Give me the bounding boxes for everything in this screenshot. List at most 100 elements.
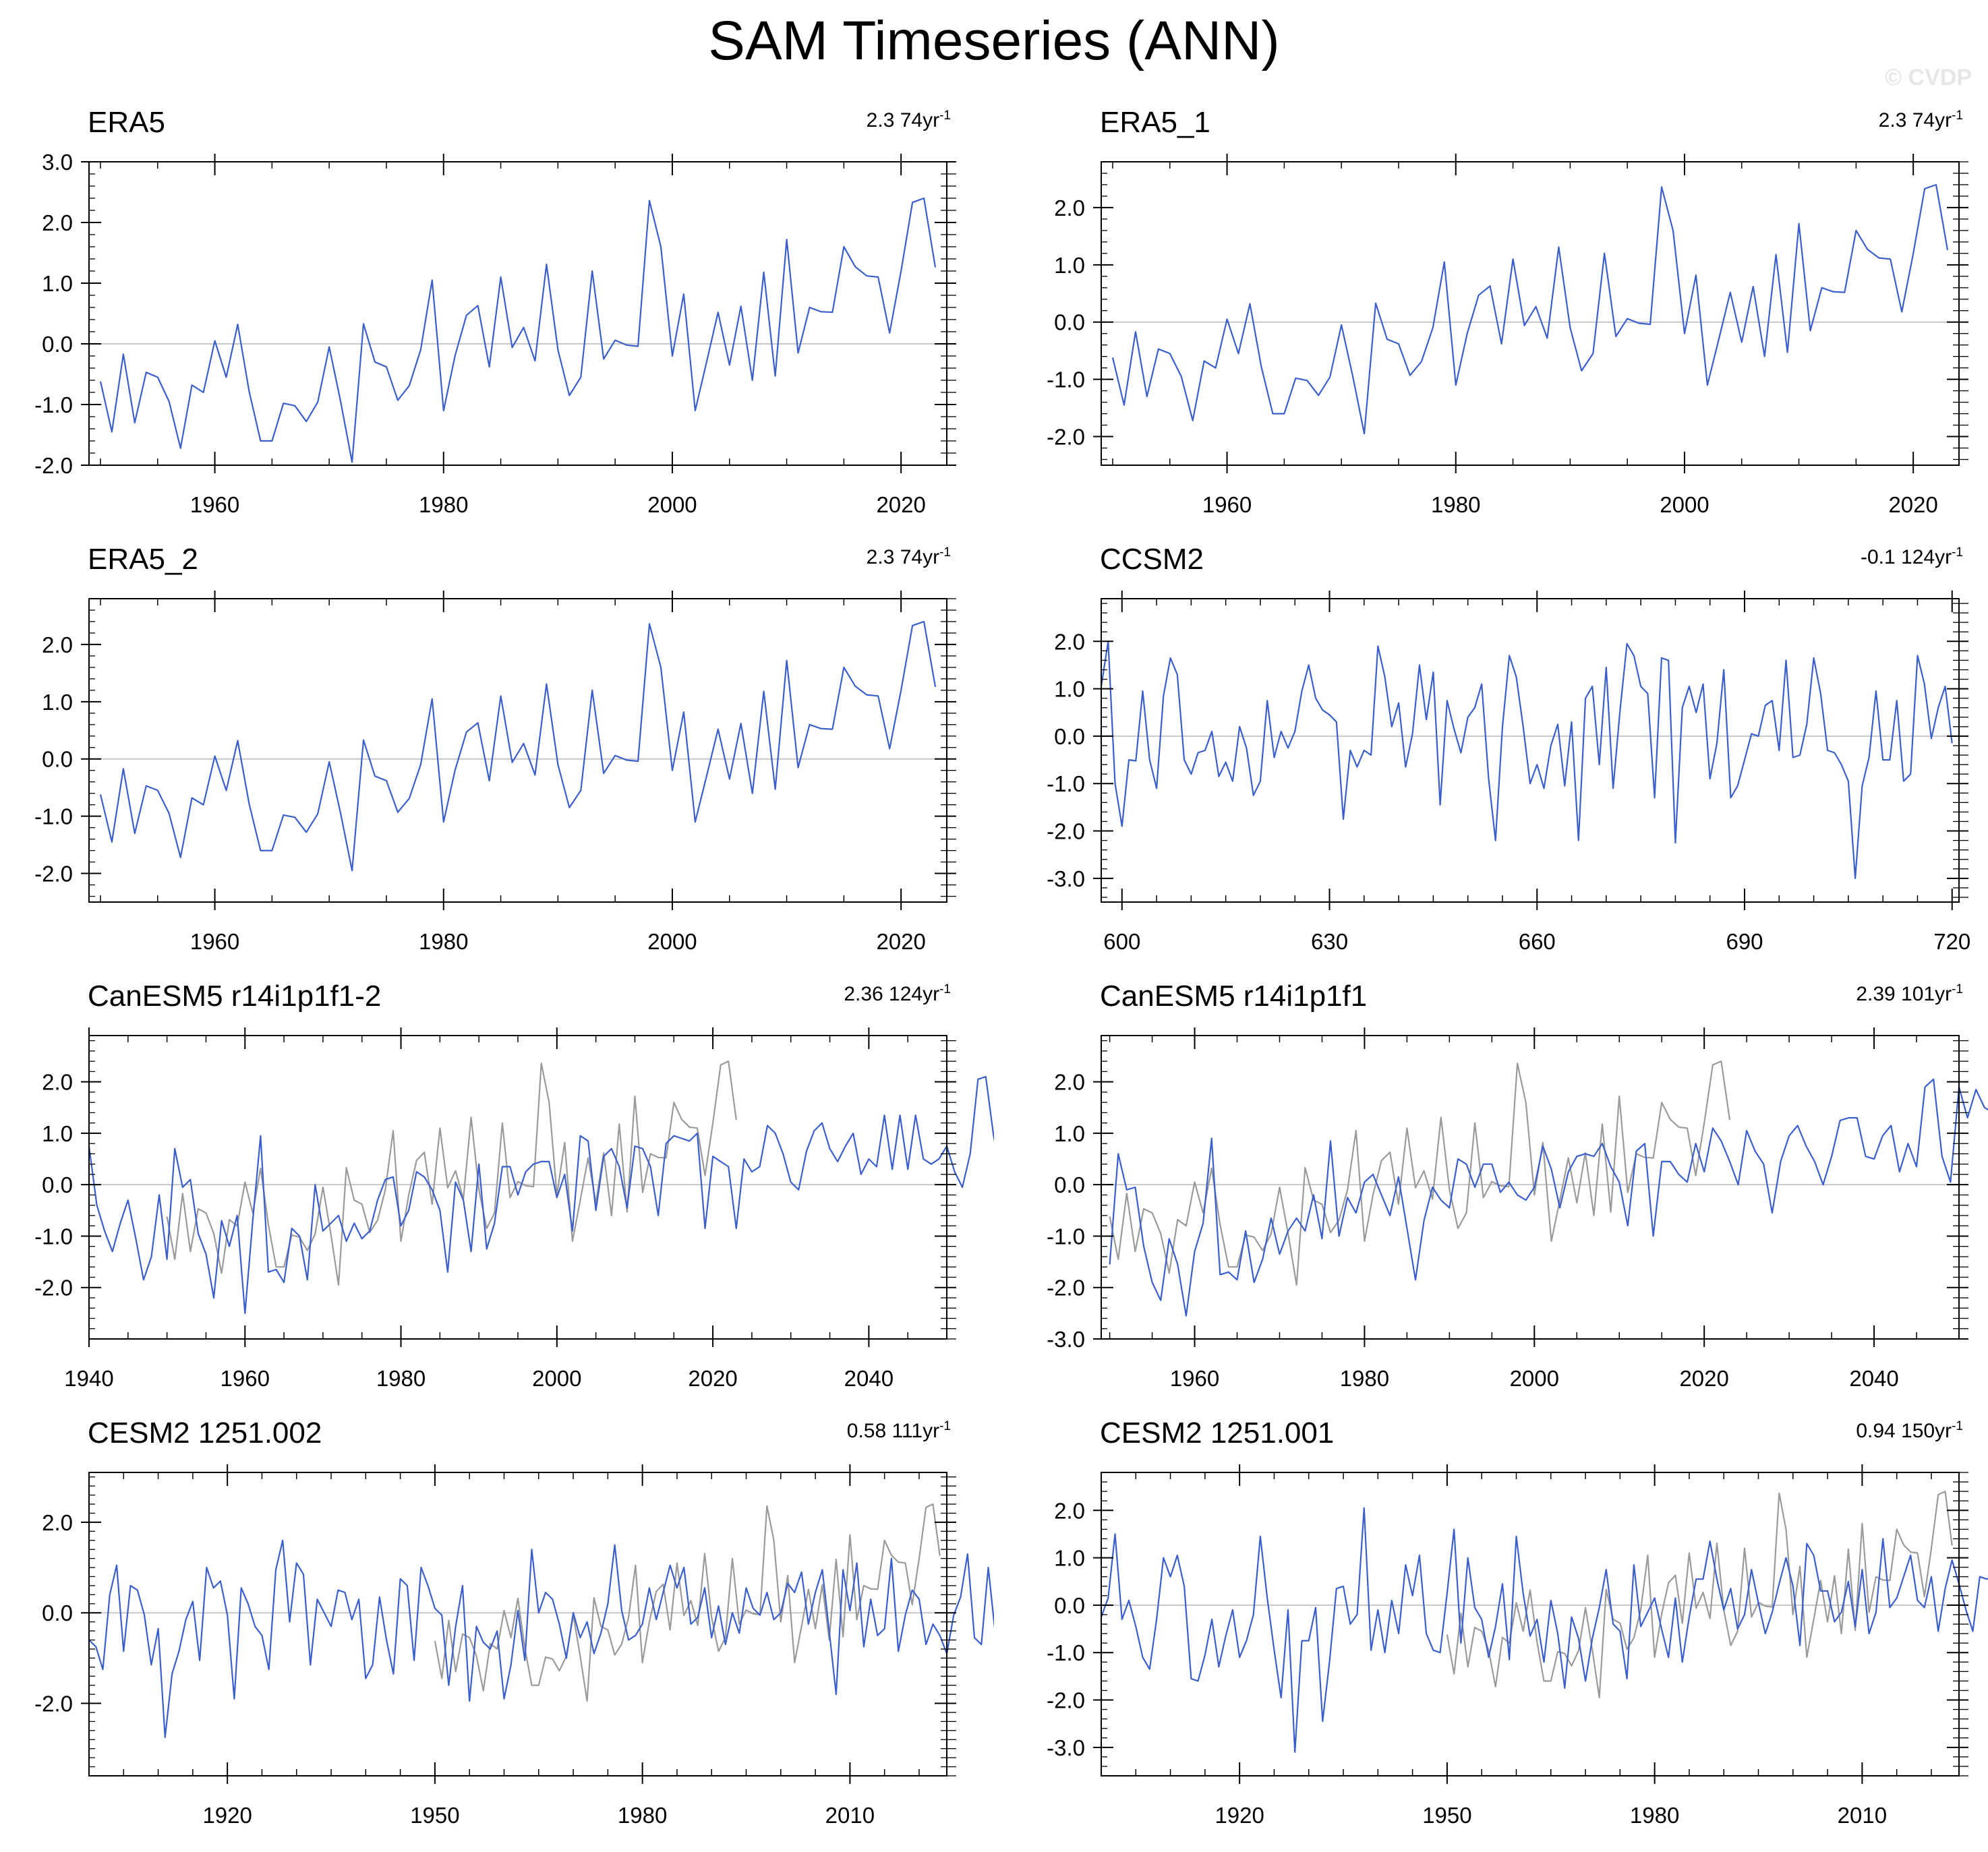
model-series-line — [99, 620, 937, 872]
model-series-line — [99, 197, 937, 463]
x-tick-label: 1920 — [1215, 1803, 1264, 1828]
trend-stat: 2.36 124yr-1 — [844, 982, 951, 1006]
y-tick-label: 0.0 — [1054, 1172, 1085, 1197]
y-tick-label: -1.0 — [1047, 367, 1085, 392]
x-tick-label: 2020 — [876, 492, 925, 517]
y-tick-label: 1.0 — [42, 1121, 73, 1146]
plot-area: 600 630 660 690 720 -3.0 -2.0 -1.0 0.0 1.0 2.0 — [1047, 591, 1970, 954]
x-tick-label: 1980 — [1431, 492, 1480, 517]
trend-period: 74yr — [900, 546, 940, 568]
panel-canesm5-r14i1p1f1-2: CanESM5 r14i1p1f1-2 2.36 124yr-1 1940 196… — [0, 972, 994, 1408]
x-tick-label: 2020 — [876, 929, 925, 954]
plot-frame — [88, 1035, 947, 1340]
plot-frame — [1101, 598, 1960, 903]
x-tick-label: 600 — [1103, 929, 1140, 954]
x-tick-label: 2040 — [844, 1366, 894, 1391]
model-series-line — [1100, 640, 1953, 879]
trend-value: 2.3 — [866, 546, 895, 568]
trend-exponent: -1 — [939, 545, 951, 560]
x-tick-label: 1980 — [419, 492, 468, 517]
trend-stat: 2.3 74yr-1 — [867, 109, 951, 132]
x-tick-label: 1950 — [410, 1803, 459, 1828]
trend-value: 2.3 — [1878, 109, 1907, 131]
panel-ccsm2: CCSM2 -0.1 124yr-1 600 630 660 690 720 -3.0 -2… — [1012, 535, 1988, 972]
y-tick-label: 1.0 — [42, 690, 73, 715]
plot-area: 1920 1950 1980 2010 -3.0 -2.0 -1.0 0.0 1.0 2.0 — [1047, 1464, 1988, 1828]
y-tick-label: 0.0 — [1054, 310, 1085, 335]
plot-frame — [1101, 1472, 1960, 1776]
x-tick-label: 2010 — [825, 1803, 875, 1828]
y-tick-label: -2.0 — [1047, 1276, 1085, 1301]
trend-period: 101yr — [1901, 983, 1952, 1005]
y-tick-label: -1.0 — [34, 392, 73, 417]
x-tick-label: 660 — [1519, 929, 1556, 954]
panel-title: ERA5_2 — [88, 543, 198, 576]
trend-period: 124yr — [889, 983, 940, 1005]
trend-exponent: -1 — [1952, 982, 1963, 996]
x-tick-label: 720 — [1933, 929, 1970, 954]
y-tick-label: -1.0 — [1047, 771, 1085, 796]
plot-area: 1960 1980 2000 2020 -2.0 -1.0 0.0 1.0 2.0 3.0 — [34, 150, 956, 517]
observations-series-line — [1446, 1490, 1953, 1699]
y-tick-label: -1.0 — [34, 1224, 73, 1249]
trend-period: 150yr — [1901, 1420, 1952, 1442]
trend-exponent: -1 — [939, 109, 951, 123]
trend-stat: 0.58 111yr-1 — [847, 1419, 951, 1443]
y-tick-label: 1.0 — [1054, 1546, 1085, 1571]
x-tick-label: 2020 — [688, 1366, 737, 1391]
trend-period: 74yr — [1912, 109, 1952, 131]
y-tick-label: -3.0 — [1047, 1735, 1085, 1760]
y-tick-label: -2.0 — [34, 1276, 73, 1301]
trend-value: 2.36 — [844, 983, 883, 1005]
y-tick-label: 1.0 — [1054, 1121, 1085, 1146]
y-tick-label: -2.0 — [1047, 1688, 1085, 1713]
x-tick-label: 2010 — [1838, 1803, 1887, 1828]
trend-period: 111yr — [891, 1420, 940, 1442]
x-tick-label: 1960 — [190, 492, 239, 517]
trend-value: 2.39 — [1856, 983, 1896, 1005]
panel-cesm2-1251-001: CESM2 1251.001 0.94 150yr-1 1920 1950 1980… — [1012, 1408, 1988, 1845]
x-tick-label: 2040 — [1849, 1366, 1898, 1391]
model-series-line — [1100, 1507, 1988, 1753]
y-tick-label: -2.0 — [34, 453, 73, 478]
plot-area: 1960 1980 2000 2020 2040 -3.0 -2.0 -1.0 0.0 1.0 2.… — [1047, 1027, 1988, 1391]
trend-period: 124yr — [1901, 546, 1952, 568]
x-tick-label: 1950 — [1422, 1803, 1471, 1828]
y-tick-label: 2.0 — [42, 632, 73, 657]
model-series-line — [1109, 1078, 1988, 1317]
cvdp-watermark: © CVDP — [1885, 65, 1972, 90]
y-tick-label: 0.0 — [1054, 724, 1085, 749]
panel-era5-2: ERA5_2 2.3 74yr-1 1960 1980 2000 2020 -2.0 -1… — [0, 535, 994, 972]
x-tick-label: 1980 — [1340, 1366, 1389, 1391]
y-tick-label: 2.0 — [42, 210, 73, 235]
y-tick-label: -1.0 — [1047, 1640, 1085, 1665]
trend-value: 0.58 — [846, 1420, 887, 1442]
x-tick-label: 2000 — [647, 929, 697, 954]
model-series-line — [88, 1539, 994, 1738]
trend-stat: 2.3 74yr-1 — [1879, 109, 1963, 132]
observations-series-line — [1109, 1061, 1731, 1286]
trend-stat: 0.94 150yr-1 — [1856, 1419, 1963, 1443]
trend-stat: 2.3 74yr-1 — [867, 545, 951, 569]
plot-frame — [88, 161, 947, 466]
y-tick-label: -1.0 — [34, 804, 73, 829]
x-tick-label: 690 — [1726, 929, 1763, 954]
y-tick-label: -2.0 — [1047, 819, 1085, 844]
x-tick-label: 2000 — [647, 492, 697, 517]
x-tick-label: 1980 — [376, 1366, 426, 1391]
trend-exponent: -1 — [939, 982, 951, 996]
trend-stat: -0.1 124yr-1 — [1861, 545, 1963, 569]
x-tick-label: 630 — [1311, 929, 1348, 954]
trend-value: 0.94 — [1856, 1420, 1896, 1442]
y-tick-label: 1.0 — [42, 271, 73, 296]
x-tick-label: 1960 — [1202, 492, 1252, 517]
observations-series-line — [434, 1503, 941, 1702]
panel-canesm5-r14i1p1f1: CanESM5 r14i1p1f1 2.39 101yr-1 1960 1980 2… — [1012, 972, 1988, 1408]
x-tick-label: 2000 — [532, 1366, 581, 1391]
panel-title: ERA5_1 — [1100, 106, 1210, 139]
y-tick-label: 0.0 — [42, 1601, 73, 1625]
trend-exponent: -1 — [939, 1419, 951, 1433]
y-tick-label: -3.0 — [1047, 866, 1085, 891]
y-tick-label: 1.0 — [1054, 253, 1085, 278]
